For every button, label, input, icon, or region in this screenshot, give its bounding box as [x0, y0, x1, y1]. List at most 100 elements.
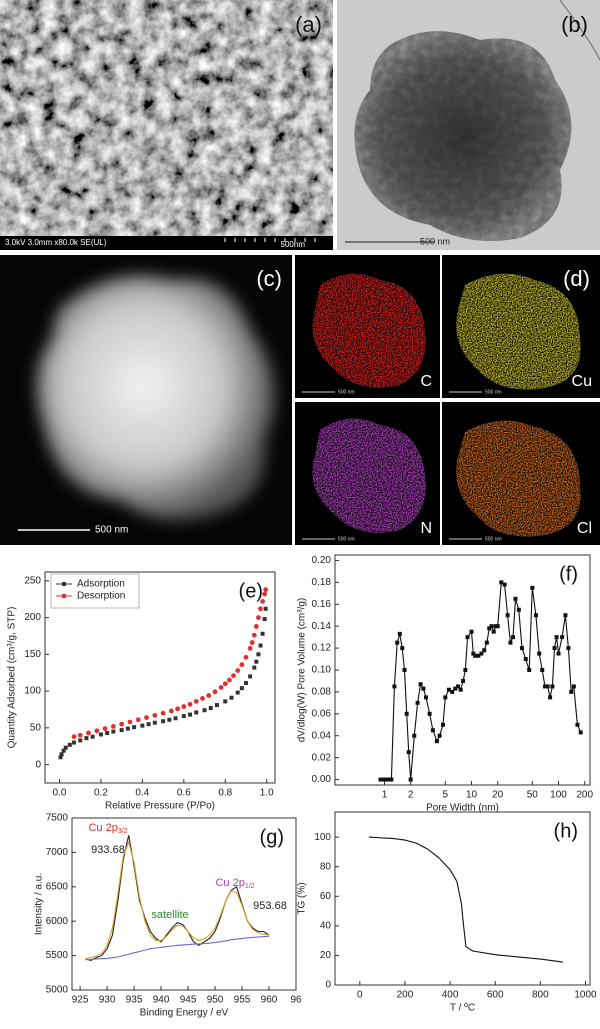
marker	[127, 719, 133, 725]
element-label: N	[420, 520, 432, 537]
marker	[554, 635, 559, 640]
grid-film	[559, 0, 600, 61]
y-tick-label: 0.00	[312, 774, 332, 785]
panel-label: (e)	[239, 580, 263, 602]
marker	[227, 677, 232, 683]
x-tick-label: 800	[532, 990, 549, 1001]
x-tick-label: 2	[408, 790, 414, 801]
y-tick-label: 0.12	[312, 643, 332, 654]
marker	[119, 721, 125, 727]
marker	[146, 722, 151, 727]
x-tick-label: 930	[99, 995, 116, 1006]
marker	[193, 698, 199, 704]
marker	[476, 653, 481, 658]
marker	[550, 684, 555, 689]
marker	[463, 668, 468, 672]
legend-box	[50, 573, 140, 609]
marker	[533, 613, 538, 618]
y-tick-label: 50	[30, 723, 42, 734]
marker	[424, 695, 429, 700]
marker	[378, 777, 383, 782]
marker	[418, 682, 423, 687]
marker	[77, 732, 83, 738]
marker	[105, 731, 110, 736]
y-tick-label: 0.14	[312, 621, 332, 632]
annotation-text: 953.68	[253, 900, 287, 912]
panel-label: (c)	[256, 266, 282, 291]
marker	[406, 750, 411, 755]
y-tick-label: 6000	[46, 916, 69, 927]
marker	[469, 629, 474, 634]
annotation-text: Cu 2p	[88, 822, 117, 834]
x-tick-label: 5	[443, 790, 449, 801]
marker	[552, 646, 557, 651]
panel-a: 3.0kV 3.0mm x80.0k SE(UL) 500nm (a)	[0, 0, 333, 250]
x-tick-label: 20	[492, 790, 504, 801]
y-tick-label: 7500	[46, 813, 69, 824]
marker	[168, 708, 174, 714]
marker	[527, 668, 532, 672]
marker	[111, 729, 116, 734]
marker	[395, 640, 400, 645]
marker	[505, 613, 510, 618]
y-tick-label: 0.16	[312, 599, 332, 610]
x-tick-label: 1.0	[260, 788, 274, 799]
marker	[229, 695, 234, 700]
marker	[427, 711, 432, 716]
marker	[251, 632, 257, 638]
y-tick-label: 0.06	[312, 708, 332, 719]
annotation: 933.68	[91, 844, 125, 856]
marker	[239, 662, 245, 668]
plot-frame	[44, 571, 276, 784]
marker	[187, 701, 193, 707]
marker	[440, 722, 445, 727]
marker	[202, 708, 207, 713]
x-axis-title: Pore Width (nm)	[426, 803, 499, 814]
marker	[262, 591, 268, 597]
marker	[430, 728, 435, 733]
y-axis-title: TG (%)	[297, 882, 308, 914]
series-line	[368, 836, 563, 963]
panel-label: (b)	[561, 12, 588, 37]
marker	[446, 687, 451, 692]
legend-label: Desorption	[77, 591, 125, 602]
scale-label: 500 nm	[485, 389, 502, 395]
marker	[181, 714, 186, 719]
x-tick-label: 0.6	[177, 788, 191, 799]
x-tick-label: 0.4	[135, 788, 149, 799]
scale-label: 500 nm	[95, 525, 128, 536]
x-tick-label: 960	[261, 995, 278, 1006]
panel-label: (h)	[554, 820, 578, 842]
marker	[386, 777, 391, 782]
marker	[461, 678, 466, 683]
marker	[400, 646, 405, 651]
marker	[200, 696, 205, 701]
marker	[458, 687, 463, 692]
marker	[556, 651, 561, 656]
map-cu: 500 nm Cu (d)	[442, 255, 600, 398]
marker	[487, 626, 492, 631]
tem-texture	[354, 31, 572, 242]
marker	[489, 624, 494, 629]
x-tick-label: 0.8	[218, 788, 232, 799]
marker	[404, 711, 409, 716]
marker	[421, 686, 426, 691]
scale-ticks	[224, 238, 316, 242]
y-tick-label: 0	[35, 759, 41, 770]
y-axis-title: Intensity / a.u.	[34, 873, 45, 935]
element-label: Cl	[577, 520, 592, 537]
marker	[243, 654, 249, 660]
chart: 0.0 0.2 0.4 0.6 0.8 1.0 0 50 100 150 200 250 Relativ…	[7, 571, 276, 812]
marker	[206, 693, 212, 698]
annotation: Cu 2p1/2	[215, 877, 254, 890]
marker	[516, 607, 521, 612]
chart: 1 2 5 10 20 50 100 200 0.00 0.02 0.04 0.06 0.08 0.10 0…	[297, 554, 593, 814]
x-tick-label: 100	[550, 790, 567, 801]
annotation-subscript: 1/2	[245, 883, 255, 890]
marker	[125, 726, 130, 731]
y-tick-label: 0.18	[312, 577, 332, 588]
marker	[119, 728, 124, 733]
element-map	[312, 273, 426, 388]
y-axis-title: Quantity Adsorbed (cm³/g, STP)	[7, 607, 18, 749]
